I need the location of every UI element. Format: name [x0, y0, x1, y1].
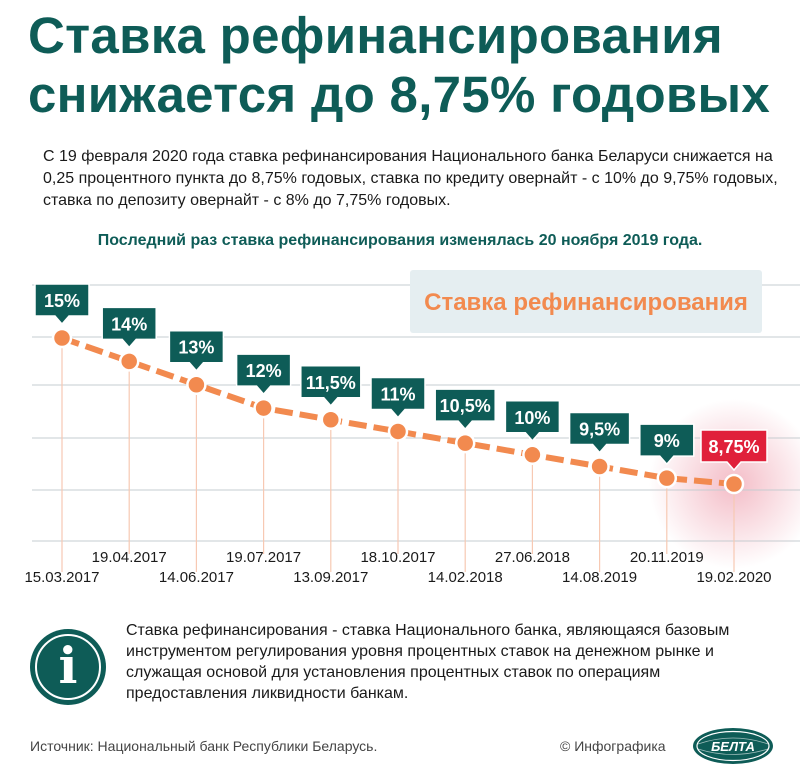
title-line-2: снижается до 8,75% годовых [28, 66, 771, 123]
last-change-note: Последний раз ставка рефинансирования из… [97, 232, 703, 249]
x-tick-label-5: 18.10.2017 [360, 549, 435, 566]
legend-label: Ставка рефинансирования [424, 289, 748, 316]
value-label-box-7 [504, 400, 561, 442]
x-tick-label-6: 14.02.2018 [428, 569, 503, 586]
value-label-box-9 [639, 423, 695, 466]
data-point-9 [656, 467, 678, 489]
value-label-0: 15% [44, 291, 80, 311]
value-label-box-8 [568, 411, 631, 454]
intro-text: С 19 февраля 2020 года ставка рефинансир… [43, 148, 778, 209]
value-label-7: 10% [514, 408, 550, 428]
data-point-8 [589, 456, 610, 477]
data-point-4 [320, 409, 342, 431]
value-label-box-3 [235, 353, 292, 396]
x-tick-label-4: 13.09.2017 [293, 569, 368, 586]
source-note: Источник: Национальный банк Республики Б… [30, 738, 378, 754]
x-tick-label-3: 19.07.2017 [226, 549, 301, 566]
value-label-9: 9% [654, 431, 680, 451]
data-point-6 [454, 432, 476, 454]
data-point-7 [522, 444, 543, 466]
value-label-6: 10,5% [440, 396, 491, 416]
value-label-4: 11,5% [306, 373, 356, 393]
value-label-box-0 [34, 283, 90, 326]
value-label-2: 13% [178, 338, 214, 358]
data-point-3 [253, 397, 274, 419]
x-tick-label-0: 15.03.2017 [24, 569, 99, 586]
value-label-8: 9,5% [579, 419, 620, 439]
svg-text:БЕЛТА: БЕЛТА [711, 739, 755, 754]
x-tick-label-9: 20.11.2019 [630, 549, 704, 566]
value-label-1: 14% [111, 314, 147, 334]
value-label-box-4 [300, 365, 362, 407]
value-label-box-2 [168, 329, 225, 372]
x-tick-label-10: 19.02.2020 [696, 569, 771, 586]
page-title: Ставка рефинансирования снижается до 8,7… [28, 6, 798, 124]
value-label-box-5 [370, 376, 426, 419]
x-tick-label-7: 27.06.2018 [495, 549, 570, 566]
x-tick-label-1: 19.04.2017 [92, 549, 167, 566]
series-line [61, 335, 735, 487]
belta-logo: БЕЛТА [693, 728, 773, 764]
data-point-1 [118, 351, 140, 372]
value-label-box-6 [434, 388, 496, 431]
data-point-2 [186, 374, 207, 395]
value-label-box-1 [101, 306, 157, 349]
data-point-10 [723, 473, 745, 495]
data-point-5 [387, 421, 409, 442]
x-tick-label-2: 14.06.2017 [159, 569, 234, 586]
value-label-box-10 [700, 429, 768, 472]
value-label-3: 12% [246, 361, 282, 381]
title-line-1: Ставка рефинансирования [28, 7, 723, 64]
value-label-10: 8,75% [708, 437, 759, 457]
rate-chart: Ставка рефинансирования 15% 14% 13% 12% 11,5… [24, 270, 800, 586]
legend-box [410, 270, 762, 333]
copyright-note: © Инфографика [560, 738, 666, 754]
data-point-0 [51, 327, 73, 349]
info-icon: i [30, 629, 106, 705]
value-label-5: 11% [380, 384, 415, 404]
x-tick-label-8: 14.08.2019 [562, 569, 637, 586]
definition-text: Ставка рефинансирования - ставка Национа… [126, 622, 730, 702]
